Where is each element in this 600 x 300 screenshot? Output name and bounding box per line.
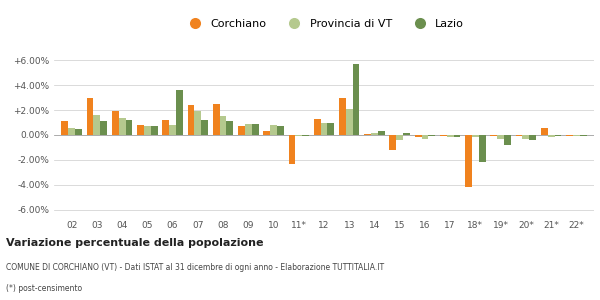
Bar: [188, 105, 194, 135]
Bar: [573, 135, 580, 136]
Bar: [314, 119, 320, 135]
Bar: [371, 133, 378, 135]
Bar: [94, 115, 100, 135]
Bar: [472, 135, 479, 137]
Bar: [137, 125, 144, 135]
Bar: [238, 126, 245, 135]
Bar: [119, 118, 125, 135]
Bar: [270, 125, 277, 135]
Text: Variazione percentuale della popolazione: Variazione percentuale della popolazione: [6, 238, 263, 248]
Bar: [277, 126, 284, 135]
Bar: [548, 135, 554, 137]
Bar: [220, 116, 226, 135]
Bar: [504, 135, 511, 145]
Bar: [447, 135, 454, 137]
Bar: [302, 135, 309, 136]
Bar: [226, 121, 233, 135]
Bar: [289, 135, 295, 164]
Bar: [479, 135, 485, 162]
Bar: [580, 135, 587, 136]
Bar: [68, 128, 75, 135]
Bar: [100, 121, 107, 135]
Bar: [422, 135, 428, 139]
Bar: [403, 133, 410, 135]
Bar: [346, 109, 353, 135]
Bar: [245, 124, 252, 135]
Text: COMUNE DI CORCHIANO (VT) - Dati ISTAT al 31 dicembre di ogni anno - Elaborazione: COMUNE DI CORCHIANO (VT) - Dati ISTAT al…: [6, 263, 384, 272]
Bar: [86, 98, 94, 135]
Bar: [163, 120, 169, 135]
Bar: [263, 131, 270, 135]
Bar: [396, 135, 403, 140]
Text: (*) post-censimento: (*) post-censimento: [6, 284, 82, 293]
Bar: [125, 120, 133, 135]
Bar: [75, 129, 82, 135]
Bar: [541, 128, 548, 135]
Bar: [112, 111, 119, 135]
Bar: [566, 135, 573, 136]
Bar: [364, 134, 371, 135]
Bar: [176, 90, 183, 135]
Bar: [523, 135, 529, 139]
Bar: [515, 135, 523, 136]
Bar: [389, 135, 396, 150]
Bar: [428, 135, 435, 136]
Bar: [295, 135, 302, 136]
Bar: [320, 122, 328, 135]
Bar: [454, 135, 460, 137]
Bar: [252, 124, 259, 135]
Bar: [529, 135, 536, 140]
Bar: [490, 135, 497, 136]
Bar: [144, 126, 151, 135]
Bar: [465, 135, 472, 187]
Bar: [201, 120, 208, 135]
Bar: [194, 111, 201, 135]
Bar: [353, 64, 359, 135]
Bar: [378, 131, 385, 135]
Bar: [554, 135, 562, 136]
Bar: [61, 121, 68, 135]
Bar: [328, 122, 334, 135]
Bar: [415, 135, 422, 137]
Legend: Corchiano, Provincia di VT, Lazio: Corchiano, Provincia di VT, Lazio: [179, 14, 469, 33]
Bar: [440, 135, 447, 136]
Bar: [213, 104, 220, 135]
Bar: [169, 125, 176, 135]
Bar: [151, 126, 158, 135]
Bar: [339, 98, 346, 135]
Bar: [497, 135, 504, 139]
